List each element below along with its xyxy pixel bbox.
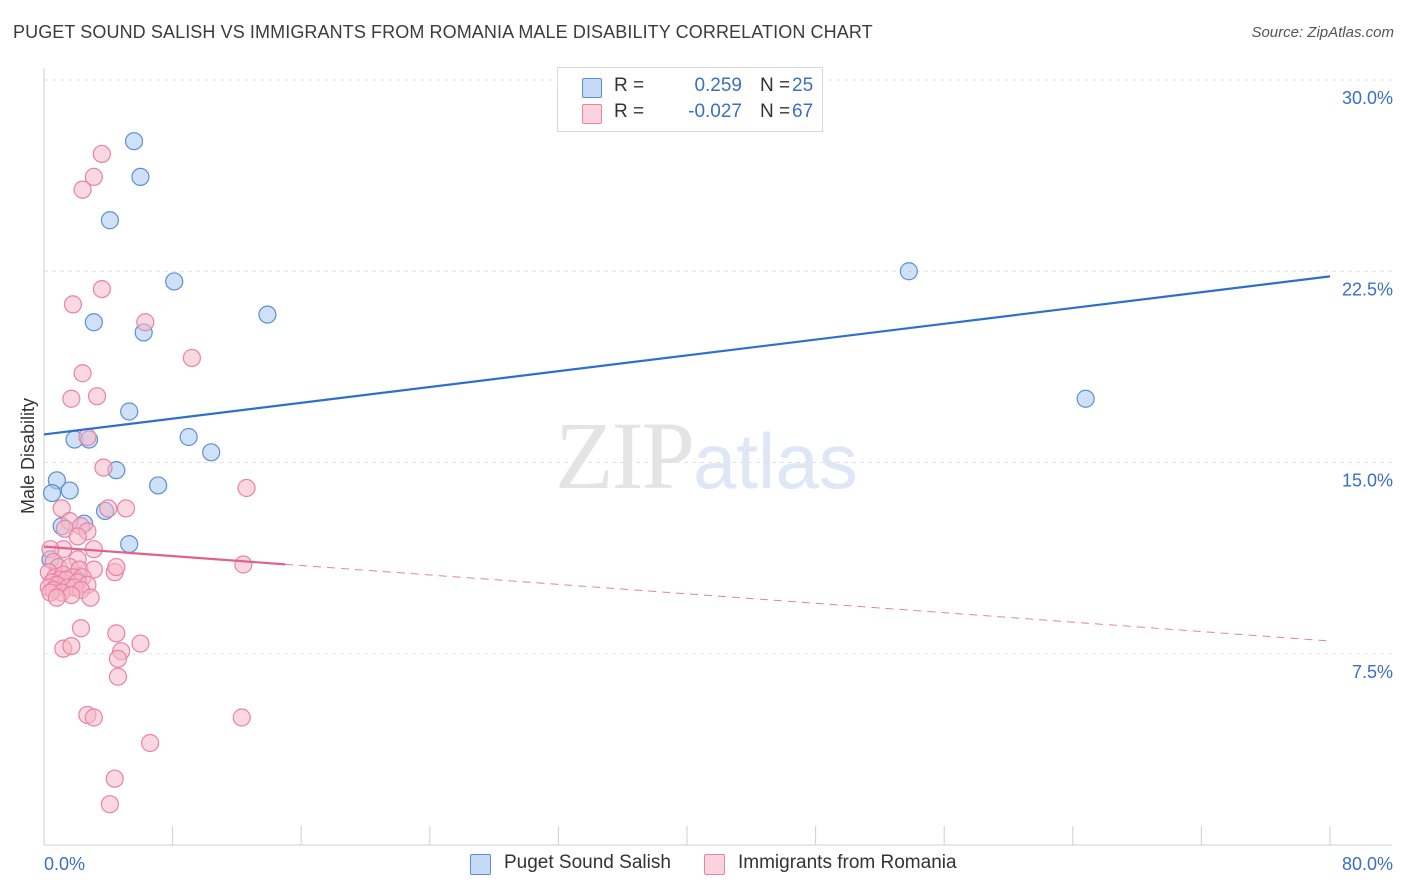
- romania-point: [84, 167, 103, 186]
- source-label: Source: ZipAtlas.com: [1251, 24, 1394, 41]
- watermark: ZIPatlas: [555, 400, 858, 511]
- romania-point: [92, 144, 111, 164]
- romania-point: [234, 555, 253, 574]
- romania-trend-line-dashed: [285, 563, 1331, 642]
- romania-point: [47, 588, 66, 607]
- romania-point: [87, 387, 107, 406]
- romania-point: [100, 795, 120, 814]
- legend-swatch-salish: [582, 78, 602, 98]
- salish-point: [120, 534, 139, 554]
- salish-point: [42, 484, 62, 503]
- salish-point: [258, 305, 277, 324]
- bottom-legend-label-salish: Puget Sound Salish: [504, 852, 671, 873]
- bottom-legend-swatch-salish: [470, 854, 491, 875]
- romania-point: [140, 733, 160, 753]
- x-tick-label-max: 80.0%: [1342, 854, 1393, 874]
- salish-point: [149, 476, 168, 495]
- romania-point: [105, 769, 124, 788]
- legend-n-label: N =: [760, 75, 791, 96]
- romania-trend-line: [43, 545, 286, 566]
- watermark-atlas: atlas: [693, 417, 858, 505]
- romania-point: [182, 348, 201, 368]
- romania-point: [94, 458, 113, 477]
- legend-r-label: R =: [614, 75, 645, 96]
- salish-point: [899, 262, 918, 281]
- romania-point: [78, 427, 97, 447]
- salish-point: [120, 402, 139, 421]
- salish-point: [124, 132, 144, 151]
- salish-point: [202, 443, 221, 462]
- legend-n-label: N =: [760, 101, 791, 122]
- romania-point: [62, 389, 81, 408]
- legend-n-value: 67: [792, 101, 814, 122]
- chart-title: PUGET SOUND SALISH VS IMMIGRANTS FROM RO…: [13, 22, 873, 42]
- legend-n-value: 25: [792, 75, 814, 96]
- y-tick-label: 7.5%: [1352, 662, 1393, 682]
- romania-point: [108, 667, 128, 686]
- legend-r-label: R =: [614, 101, 645, 122]
- romania-point: [237, 478, 256, 498]
- correlation-legend: R = 0.259 N = 25 R = -0.027 N = 67: [557, 67, 823, 132]
- romania-point: [68, 527, 87, 546]
- romania-point: [63, 295, 83, 314]
- salish-point: [179, 427, 198, 447]
- romania-point: [62, 636, 81, 656]
- bottom-legend-label-romania: Immigrants from Romania: [738, 852, 957, 873]
- romania-point: [81, 588, 100, 607]
- bottom-legend-swatch-romania: [704, 854, 725, 875]
- salish-point: [84, 313, 103, 332]
- y-tick-label: 22.5%: [1342, 279, 1393, 299]
- romania-point: [131, 634, 150, 653]
- salish-point: [165, 272, 184, 291]
- salish-point: [131, 167, 150, 186]
- salish-point: [1076, 389, 1095, 408]
- romania-point: [99, 499, 118, 518]
- legend-swatch-romania: [582, 104, 602, 124]
- salish-trend-line: [43, 275, 1331, 436]
- romania-point: [73, 364, 92, 383]
- romania-point: [71, 619, 91, 638]
- legend-r-value: 0.259: [694, 75, 742, 96]
- romania-point: [136, 313, 155, 332]
- romania-point: [108, 649, 128, 668]
- x-tick-label-min: 0.0%: [44, 854, 85, 874]
- salish-point: [100, 211, 120, 230]
- romania-point: [107, 557, 126, 577]
- legend-r-value: -0.027: [688, 101, 742, 122]
- y-axis-title: Male Disability: [18, 398, 38, 514]
- romania-point: [232, 708, 251, 727]
- romania-point: [116, 499, 136, 518]
- romania-point: [73, 180, 92, 199]
- y-tick-label: 30.0%: [1342, 88, 1393, 108]
- y-tick-label: 15.0%: [1342, 471, 1393, 491]
- romania-point: [92, 280, 111, 299]
- watermark-zip: ZIP: [555, 402, 695, 509]
- salish-point: [60, 481, 79, 500]
- romania-point: [107, 624, 126, 643]
- romania-point: [84, 708, 103, 727]
